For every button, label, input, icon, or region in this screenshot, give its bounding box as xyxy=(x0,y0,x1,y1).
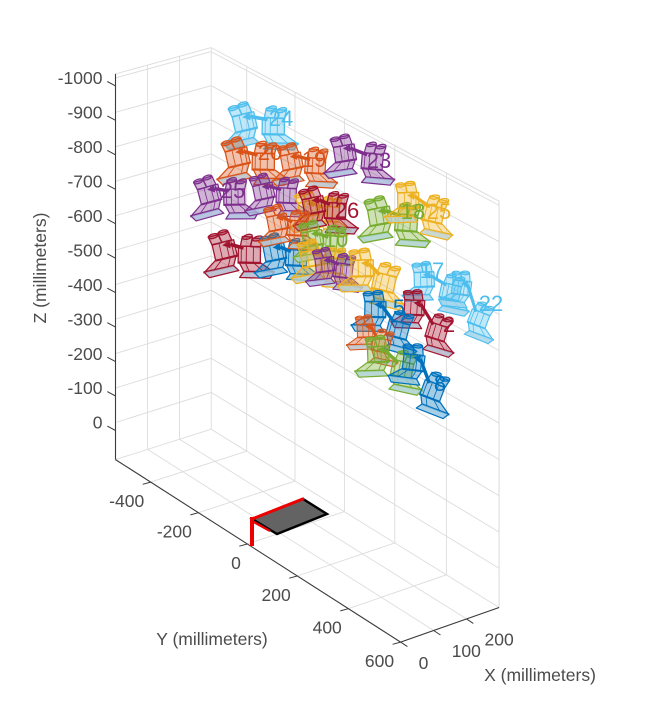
svg-text:25: 25 xyxy=(221,178,245,203)
svg-text:Y (millimeters): Y (millimeters) xyxy=(156,629,268,649)
svg-text:0: 0 xyxy=(93,413,103,433)
svg-text:200: 200 xyxy=(485,630,514,650)
svg-text:-300: -300 xyxy=(67,309,102,329)
svg-text:23: 23 xyxy=(367,148,391,173)
svg-text:17: 17 xyxy=(420,258,444,283)
svg-text:25: 25 xyxy=(427,199,451,224)
svg-text:X (millimeters): X (millimeters) xyxy=(484,665,596,685)
svg-text:Z (millimeters): Z (millimeters) xyxy=(30,213,50,324)
svg-text:-400: -400 xyxy=(67,275,102,295)
svg-text:8: 8 xyxy=(434,371,446,396)
svg-text:19: 19 xyxy=(302,147,326,172)
svg-text:0: 0 xyxy=(231,553,241,573)
svg-text:-600: -600 xyxy=(67,206,102,226)
svg-text:-1000: -1000 xyxy=(58,68,103,88)
svg-text:-100: -100 xyxy=(67,378,102,398)
svg-text:20: 20 xyxy=(258,140,282,165)
svg-text:26: 26 xyxy=(335,198,359,223)
svg-text:0: 0 xyxy=(419,653,429,673)
svg-text:100: 100 xyxy=(452,641,481,661)
svg-text:-900: -900 xyxy=(67,103,102,123)
svg-text:600: 600 xyxy=(365,651,394,671)
svg-text:-800: -800 xyxy=(67,137,102,157)
svg-text:200: 200 xyxy=(261,585,290,605)
svg-text:-700: -700 xyxy=(67,172,102,192)
svg-text:22: 22 xyxy=(479,291,503,316)
svg-text:10: 10 xyxy=(324,227,348,252)
svg-text:-200: -200 xyxy=(157,522,192,542)
svg-text:400: 400 xyxy=(313,618,342,638)
svg-text:5: 5 xyxy=(393,295,405,320)
svg-text:2: 2 xyxy=(443,312,455,337)
svg-text:18: 18 xyxy=(401,199,425,224)
svg-text:24: 24 xyxy=(269,106,293,131)
svg-text:-200: -200 xyxy=(67,344,102,364)
svg-text:-500: -500 xyxy=(67,240,102,260)
svg-text:-400: -400 xyxy=(109,491,144,511)
